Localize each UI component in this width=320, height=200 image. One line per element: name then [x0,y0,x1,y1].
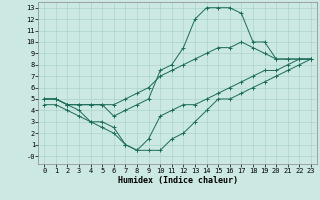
X-axis label: Humidex (Indice chaleur): Humidex (Indice chaleur) [118,176,238,185]
